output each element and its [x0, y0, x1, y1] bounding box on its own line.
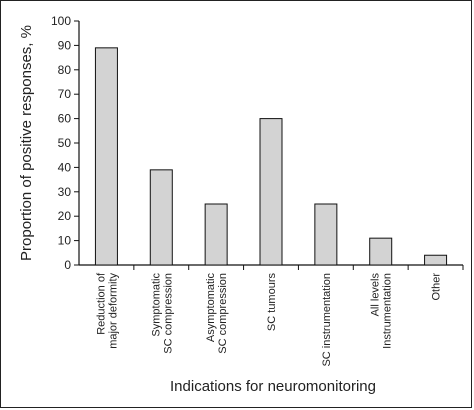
y-tick-label: 20 — [58, 209, 72, 223]
y-tick-label: 90 — [58, 38, 72, 52]
category-label: Instrumentation — [382, 273, 394, 349]
category-label: SC tumours — [266, 273, 278, 332]
category-label: Asymptomatic — [205, 273, 217, 343]
y-tick-label: 10 — [58, 234, 72, 248]
bars — [94, 47, 448, 266]
bar — [424, 254, 448, 266]
y-tick-label: 80 — [58, 63, 72, 77]
y-tick-label: 50 — [58, 136, 72, 150]
bar — [94, 47, 118, 266]
category-label: SC compression — [217, 273, 229, 354]
y-tick-label: 60 — [58, 112, 72, 126]
bar — [149, 169, 173, 266]
y-tick-label: 70 — [58, 87, 72, 101]
bar — [369, 237, 393, 266]
category-label: SC instrumentation — [321, 273, 333, 367]
x-axis-title: Indications for neuromonitoring — [170, 378, 376, 395]
y-tick-label: 30 — [58, 185, 72, 199]
category-label: SC compression — [162, 273, 174, 354]
category-label: Symptomatic — [150, 273, 162, 337]
category-label: Reduction of — [95, 272, 107, 335]
y-axis-title: Proportion of positive responses, % — [18, 25, 35, 261]
y-axis: 0 10 20 30 40 50 60 70 80 90 100 — [51, 14, 80, 272]
category-label: All levels — [370, 273, 382, 317]
y-tick-label: 40 — [58, 160, 72, 174]
x-axis — [79, 264, 464, 270]
y-tick-label: 0 — [64, 258, 71, 272]
category-labels: Reduction of major deformity Symptomatic SC… — [95, 272, 442, 366]
category-label: Other — [431, 273, 443, 301]
y-tick-label: 100 — [51, 14, 71, 28]
bar — [259, 118, 283, 266]
bar — [314, 203, 338, 266]
bar — [204, 203, 228, 266]
category-label: major deformity — [107, 273, 119, 349]
